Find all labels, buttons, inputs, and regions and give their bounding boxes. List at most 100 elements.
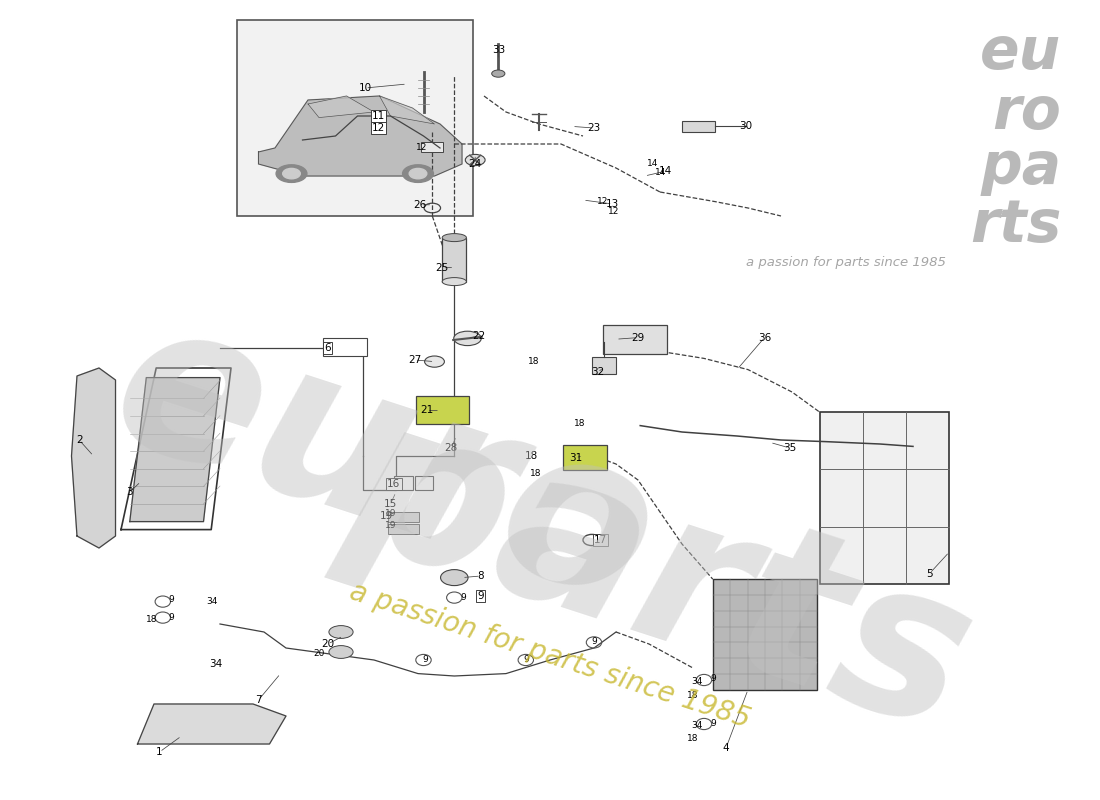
Text: 21: 21 [420,406,433,415]
Text: 2: 2 [76,435,82,445]
Text: 17: 17 [594,535,607,545]
Text: 9: 9 [168,595,175,605]
Text: 20: 20 [314,649,324,658]
Text: a passion for parts since 1985: a passion for parts since 1985 [346,578,754,734]
Bar [416,396,469,424]
Bar [415,476,433,490]
Text: 19: 19 [385,509,396,518]
Text: 19: 19 [385,521,396,530]
Ellipse shape [276,165,307,182]
Ellipse shape [409,168,427,179]
Text: 36: 36 [758,333,771,342]
Text: 26: 26 [414,200,427,210]
Text: 27: 27 [408,355,421,365]
Text: 34: 34 [209,659,222,669]
Text: 18: 18 [530,469,541,478]
Text: a passion for parts since 1985: a passion for parts since 1985 [746,256,946,269]
Text: 14: 14 [656,168,667,178]
Text: 23: 23 [587,123,601,133]
Bar [713,579,817,690]
Text: 5: 5 [926,569,933,578]
Bar [394,476,412,490]
Polygon shape [308,96,374,118]
Bar [563,445,607,470]
Text: 9: 9 [710,674,716,683]
Ellipse shape [453,331,482,346]
Text: 18: 18 [688,734,698,743]
Ellipse shape [465,154,485,166]
Text: ro: ro [992,83,1062,141]
Ellipse shape [425,356,444,367]
Ellipse shape [403,165,433,182]
Text: 8: 8 [477,571,484,581]
Text: 9: 9 [460,593,466,602]
Bar [442,238,466,282]
Text: parts: parts [324,378,996,774]
Bar [592,357,616,374]
Text: 25: 25 [436,263,449,273]
Bar [323,338,367,356]
Polygon shape [130,378,220,522]
Bar [236,20,473,216]
Text: 22: 22 [472,331,485,341]
Text: 32: 32 [591,367,604,377]
Text: 14: 14 [647,158,658,168]
Text: 34: 34 [692,721,703,730]
Text: 15: 15 [384,499,397,509]
Text: 9: 9 [477,591,484,601]
Text: 12: 12 [608,207,619,217]
Text: 20: 20 [321,639,334,649]
Text: 18: 18 [528,357,539,366]
Polygon shape [72,368,116,548]
Text: 12: 12 [597,197,608,206]
Text: 24: 24 [469,159,482,169]
Text: 34: 34 [692,677,703,686]
Text: 19: 19 [379,511,393,521]
Text: 31: 31 [569,453,582,462]
Polygon shape [379,96,434,124]
Text: pa: pa [980,139,1062,197]
Text: 14: 14 [659,166,672,176]
Text: 35: 35 [783,443,796,453]
Text: 18: 18 [525,451,538,461]
Text: 30: 30 [739,122,752,131]
Text: 18: 18 [574,419,585,429]
Polygon shape [258,96,462,176]
Text: 12: 12 [416,143,427,153]
Bar [388,512,419,522]
Ellipse shape [442,278,466,286]
Text: 12: 12 [372,123,385,133]
Text: rts: rts [970,197,1062,254]
Text: euro: euro [89,279,681,649]
Ellipse shape [442,234,466,242]
Text: 6: 6 [324,343,331,353]
Bar [820,412,949,584]
Text: 3: 3 [126,487,133,497]
Bar [603,325,667,354]
Polygon shape [138,704,286,744]
Text: 33: 33 [492,45,505,54]
Text: 9: 9 [591,637,597,646]
Bar [388,524,419,534]
Text: 18: 18 [688,691,698,701]
Bar [682,121,715,132]
Text: 29: 29 [631,333,645,342]
Text: 9: 9 [168,613,175,622]
Ellipse shape [492,70,505,78]
Ellipse shape [329,646,353,658]
Ellipse shape [329,626,353,638]
Text: 4: 4 [723,743,729,753]
Text: 28: 28 [444,443,458,453]
Text: 9: 9 [422,654,429,664]
Text: 34: 34 [207,597,218,606]
Text: 9: 9 [710,719,716,729]
Text: 16: 16 [387,479,400,489]
Bar [421,142,443,152]
Text: 1: 1 [156,747,163,757]
Ellipse shape [440,570,467,586]
Text: 7: 7 [255,695,262,705]
Text: 10: 10 [359,83,372,93]
Text: 9: 9 [522,654,529,664]
Text: 11: 11 [372,111,385,121]
Text: eu: eu [980,23,1062,81]
